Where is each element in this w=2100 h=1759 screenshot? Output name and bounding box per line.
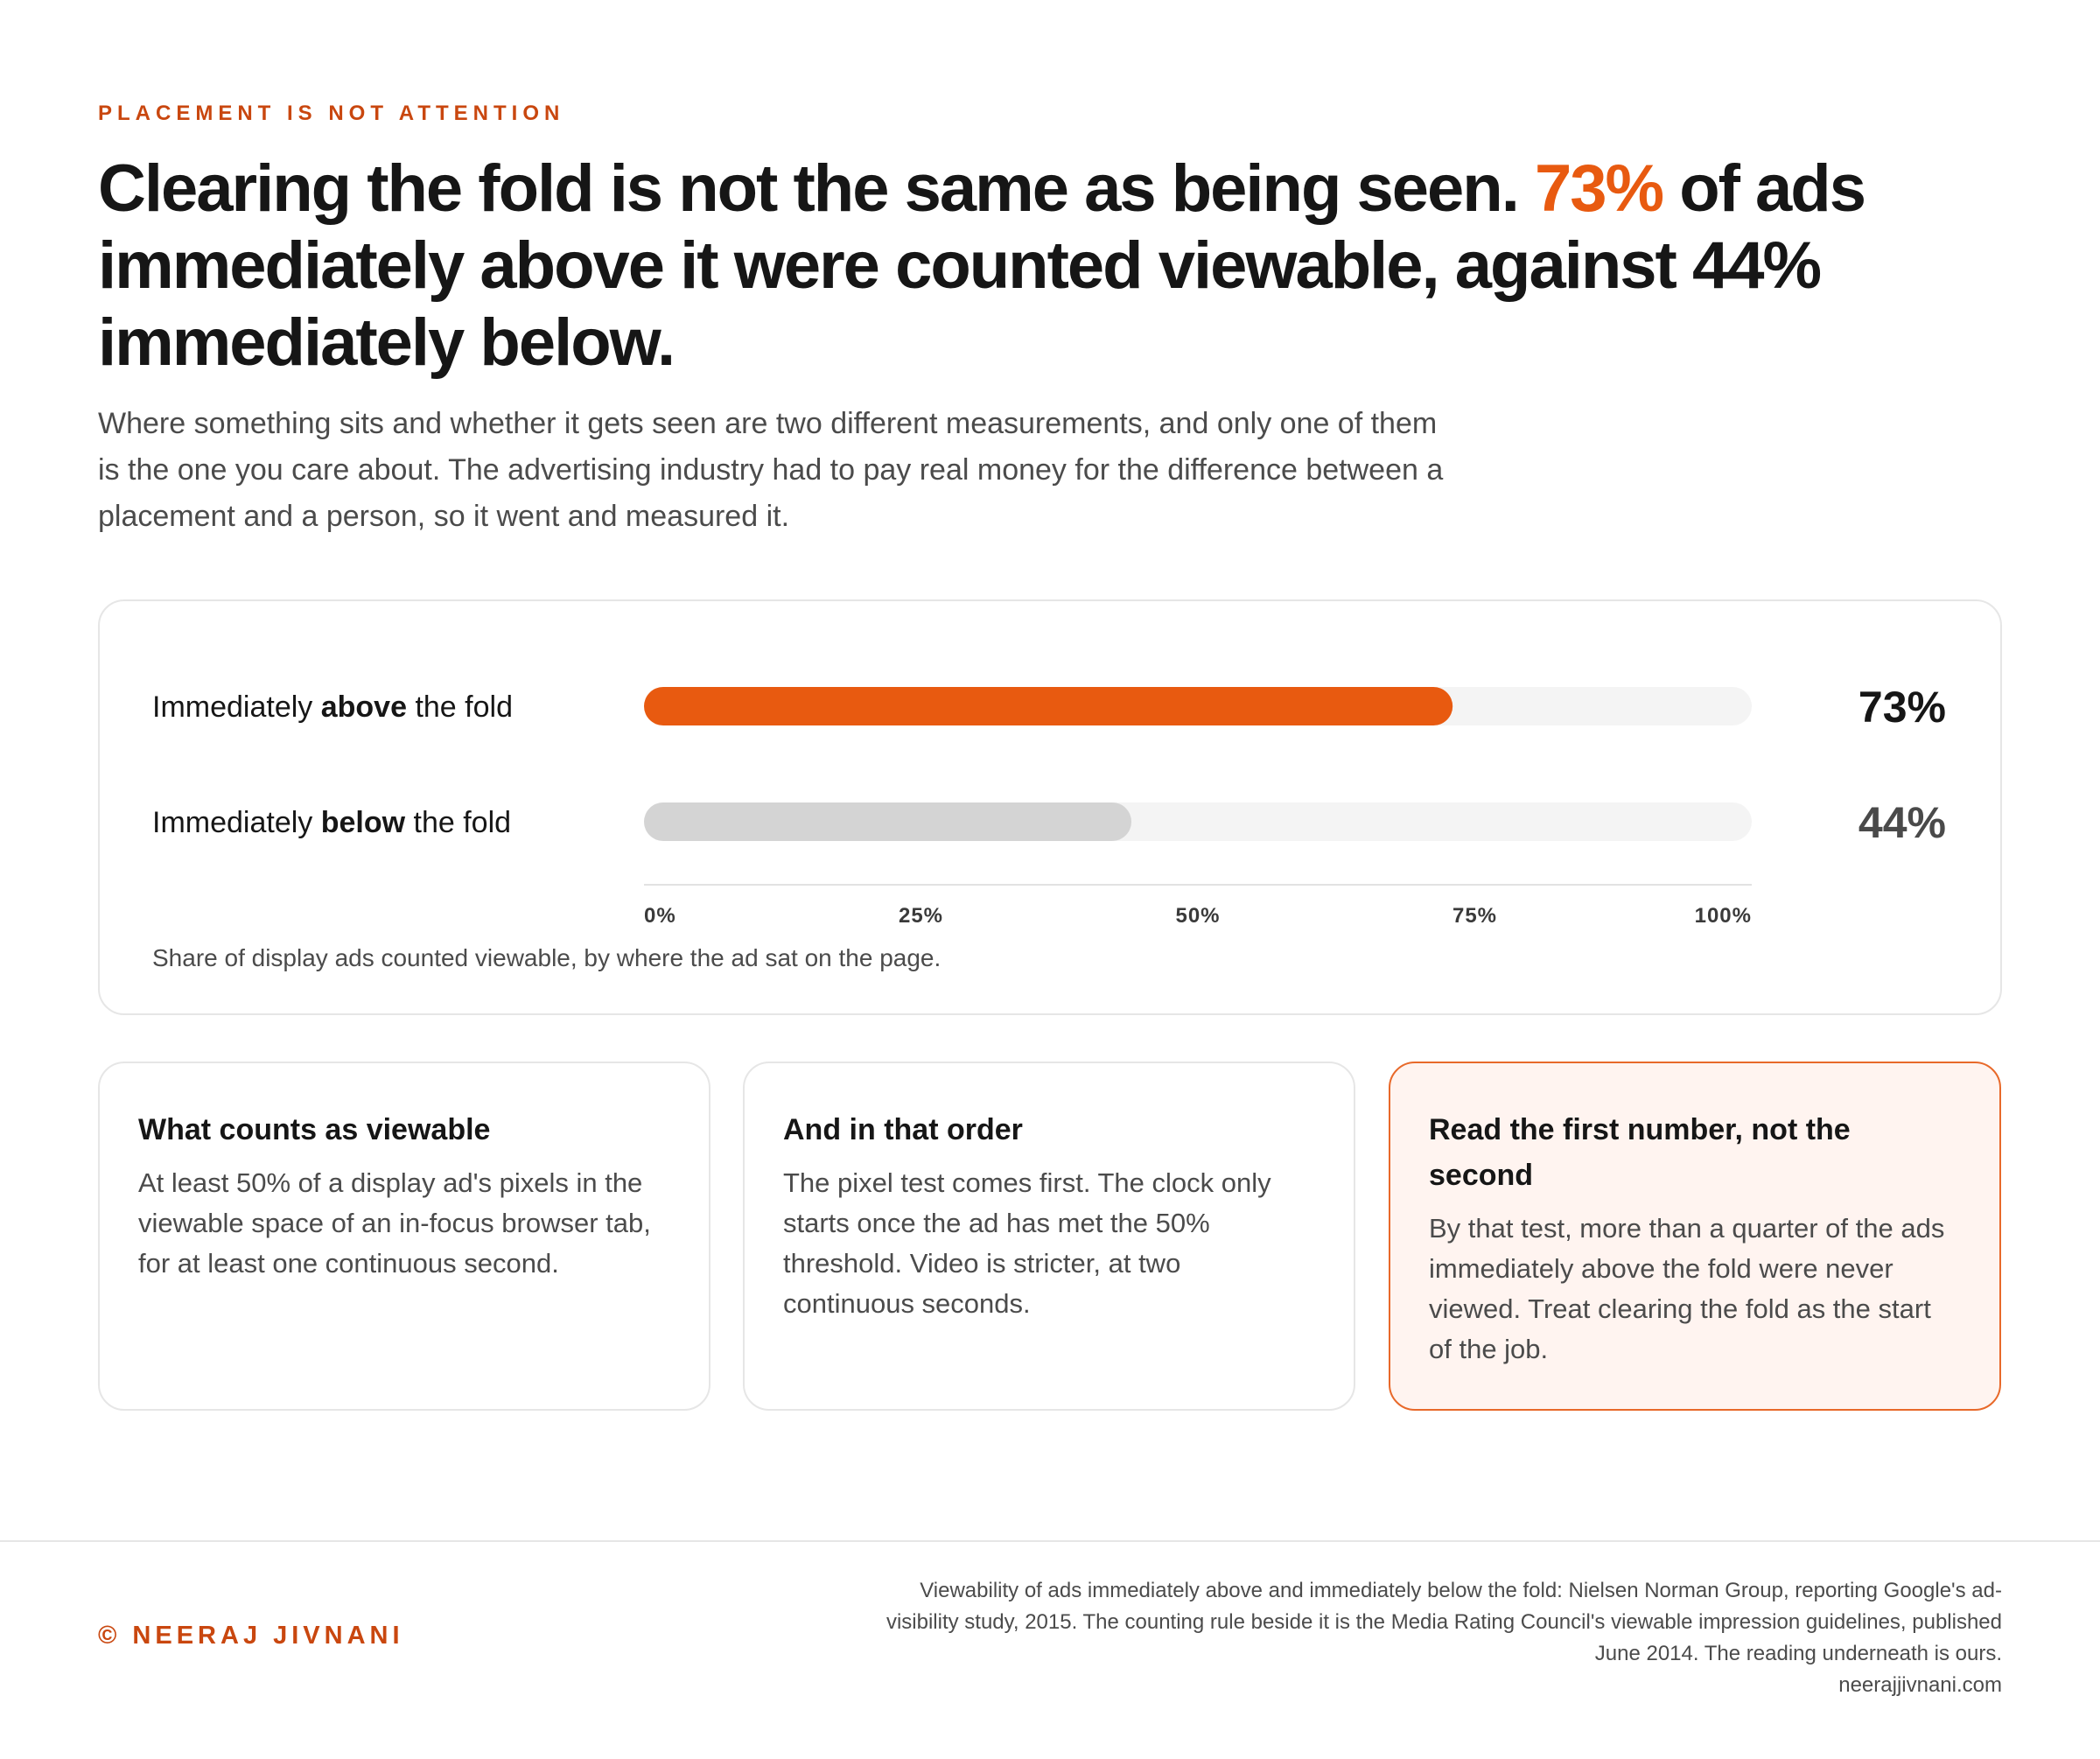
row-label: Immediately above the fold <box>152 690 513 724</box>
card-body: The pixel test comes first. The clock on… <box>783 1167 1271 1319</box>
headline-accent: 73% <box>1534 151 1664 226</box>
chart-caption: Share of display ads counted viewable, b… <box>152 944 942 971</box>
value-label: 44% <box>1858 798 1946 847</box>
card-title: What counts as viewable <box>138 1113 491 1146</box>
value-label: 73% <box>1858 683 1946 732</box>
card-title: Read the first number, not the second <box>1429 1113 1851 1192</box>
headline-part1: Clearing the fold is not the same as bei… <box>98 151 1535 226</box>
tick-label: 0% <box>644 904 676 928</box>
bar <box>644 802 1132 841</box>
tick-label: 25% <box>899 904 943 928</box>
source-note: Viewability of ads immediately above and… <box>830 1575 2002 1701</box>
bar <box>644 687 1453 725</box>
eyebrow: PLACEMENT IS NOT ATTENTION <box>98 102 565 125</box>
card-what-counts: What counts as viewable At least 50% of … <box>98 1062 710 1411</box>
row-label: Immediately below the fold <box>152 806 511 839</box>
card-read-first-number: Read the first number, not the second By… <box>1389 1062 2001 1411</box>
card-title: And in that order <box>783 1113 1023 1146</box>
chart-card: Immediately above the fold 73% Immediately… <box>98 599 2002 1015</box>
dek: Where something sits and whether it gets… <box>98 407 1444 533</box>
tick-label: 50% <box>1175 904 1220 928</box>
brand: © NEERAJ JIVNANI <box>98 1622 404 1650</box>
headline-part2: of ads immediately above it were counted… <box>98 151 1866 380</box>
tick-label: 75% <box>1452 904 1497 928</box>
tick-label: 100% <box>1695 904 1752 928</box>
source-link: neerajjivnani.com <box>1838 1673 2002 1697</box>
headline: Clearing the fold is not the same as bei… <box>98 151 2023 382</box>
bar-chart: Immediately above the fold 73% Immediately… <box>152 683 1946 928</box>
card-body: By that test, more than a quarter of the… <box>1429 1213 1945 1364</box>
source-line: visibility study, 2015. The counting rul… <box>886 1610 2002 1634</box>
card-body: At least 50% of a display ad's pixels in… <box>138 1167 651 1279</box>
source-line: June 2014. The reading underneath is our… <box>1594 1642 2002 1665</box>
footer-divider <box>0 1540 2100 1542</box>
card-in-that-order: And in that order The pixel test comes f… <box>743 1062 1355 1411</box>
source-line: Viewability of ads immediately above and… <box>920 1579 2002 1602</box>
